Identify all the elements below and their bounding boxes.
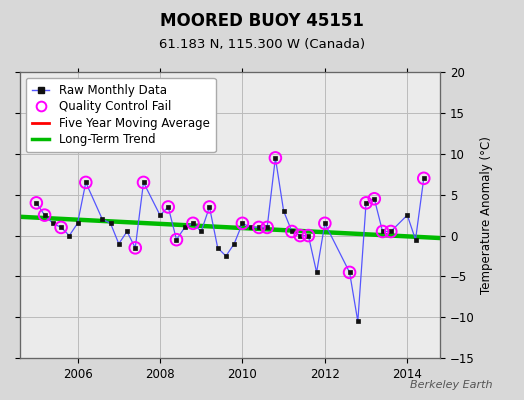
Point — [82, 179, 90, 186]
Point — [378, 228, 387, 235]
Point — [420, 175, 428, 182]
Text: MOORED BUOY 45151: MOORED BUOY 45151 — [160, 12, 364, 30]
Point — [32, 200, 40, 206]
Point — [139, 179, 148, 186]
Point — [57, 224, 66, 231]
Point — [362, 200, 370, 206]
Text: Berkeley Earth: Berkeley Earth — [410, 380, 493, 390]
Point — [296, 232, 304, 239]
Point — [40, 212, 49, 218]
Y-axis label: Temperature Anomaly (°C): Temperature Anomaly (°C) — [481, 136, 493, 294]
Point — [172, 236, 181, 243]
Point — [263, 224, 271, 231]
Point — [131, 245, 139, 251]
Point — [255, 224, 263, 231]
Point — [370, 196, 378, 202]
Point — [238, 220, 247, 226]
Point — [321, 220, 329, 226]
Point — [164, 204, 172, 210]
Point — [387, 228, 395, 235]
Text: 61.183 N, 115.300 W (Canada): 61.183 N, 115.300 W (Canada) — [159, 38, 365, 51]
Point — [345, 269, 354, 276]
Point — [189, 220, 197, 226]
Point — [205, 204, 214, 210]
Legend: Raw Monthly Data, Quality Control Fail, Five Year Moving Average, Long-Term Tren: Raw Monthly Data, Quality Control Fail, … — [26, 78, 215, 152]
Point — [304, 232, 312, 239]
Point — [271, 155, 280, 161]
Point — [288, 228, 296, 235]
